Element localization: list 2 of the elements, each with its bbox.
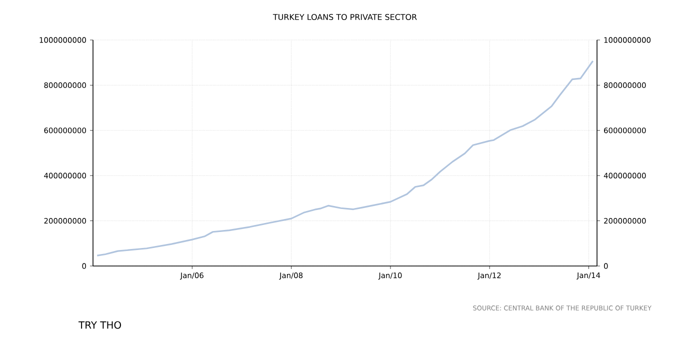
text: TRY THO: [78, 321, 122, 329]
line-series: [96, 60, 594, 256]
